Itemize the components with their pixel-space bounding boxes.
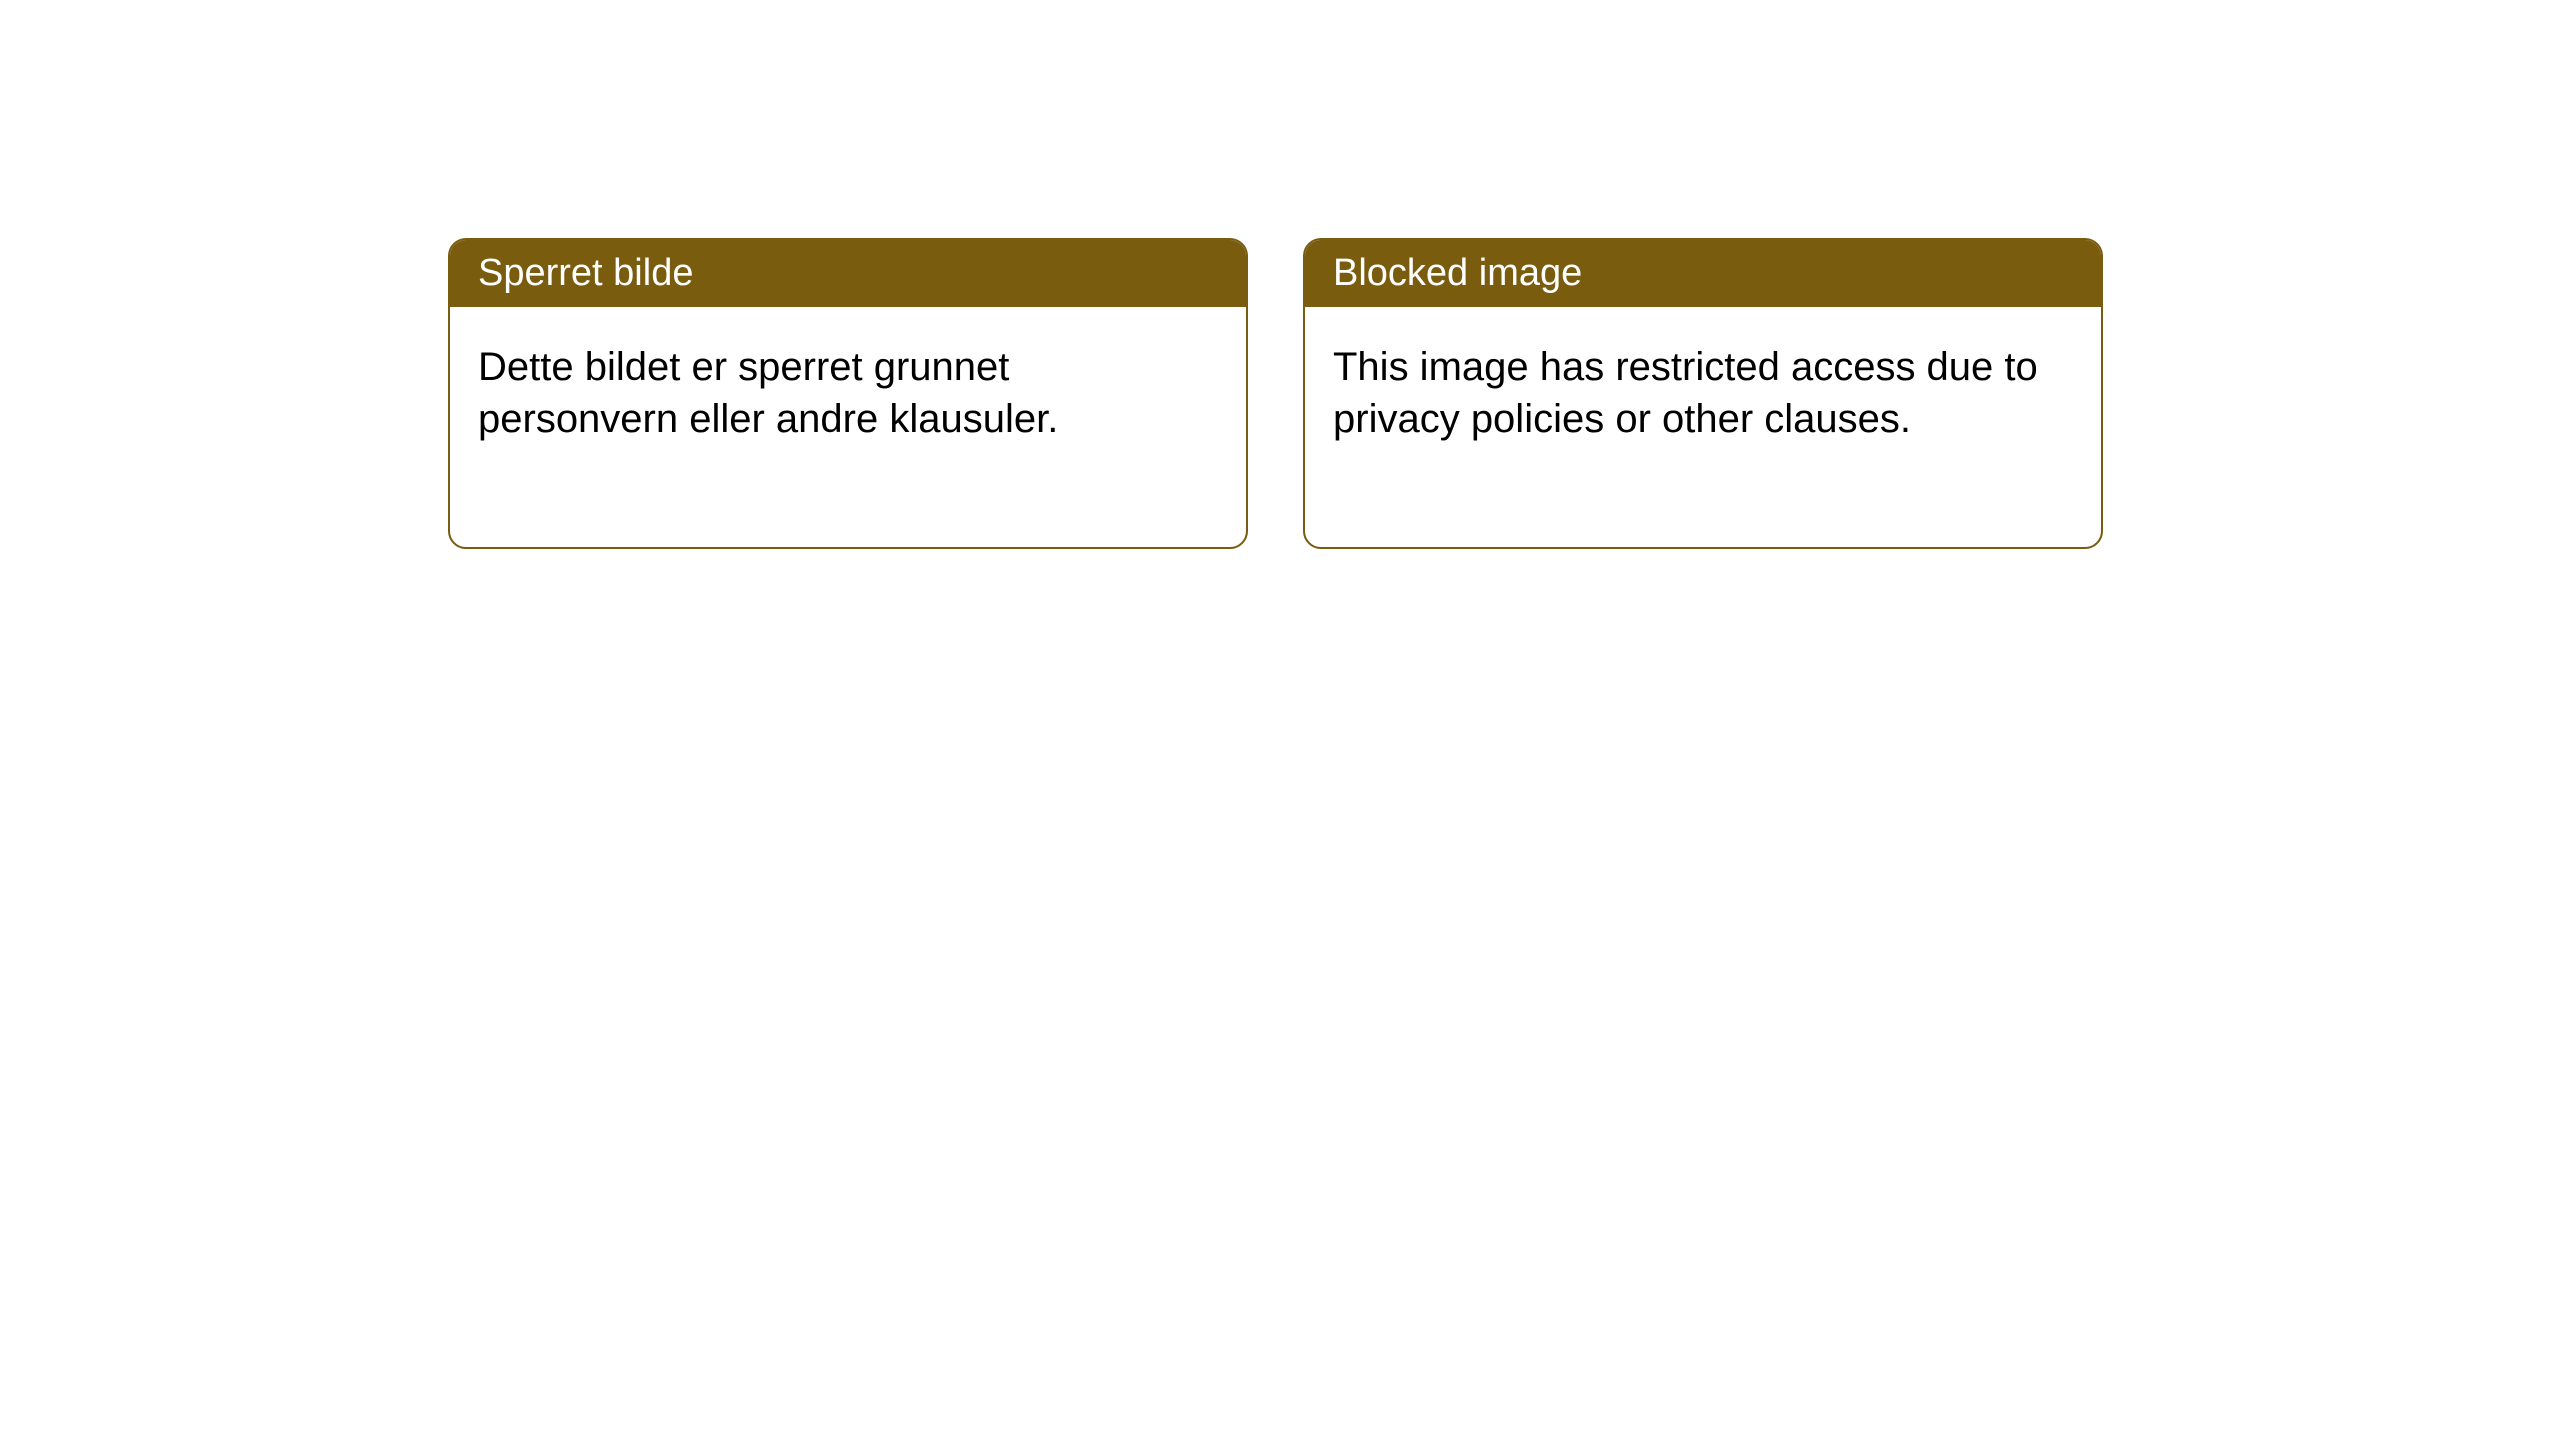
notice-title: Sperret bilde xyxy=(478,252,693,294)
notice-container: Sperret bilde Dette bildet er sperret gr… xyxy=(448,238,2103,549)
notice-body-text: This image has restricted access due to … xyxy=(1333,345,2038,441)
notice-body-text: Dette bildet er sperret grunnet personve… xyxy=(478,345,1058,441)
notice-card-norwegian: Sperret bilde Dette bildet er sperret gr… xyxy=(448,238,1248,549)
notice-title: Blocked image xyxy=(1333,252,1582,294)
notice-header: Blocked image xyxy=(1305,240,2101,307)
notice-body: Dette bildet er sperret grunnet personve… xyxy=(450,307,1246,547)
notice-header: Sperret bilde xyxy=(450,240,1246,307)
notice-card-english: Blocked image This image has restricted … xyxy=(1303,238,2103,549)
notice-body: This image has restricted access due to … xyxy=(1305,307,2101,547)
